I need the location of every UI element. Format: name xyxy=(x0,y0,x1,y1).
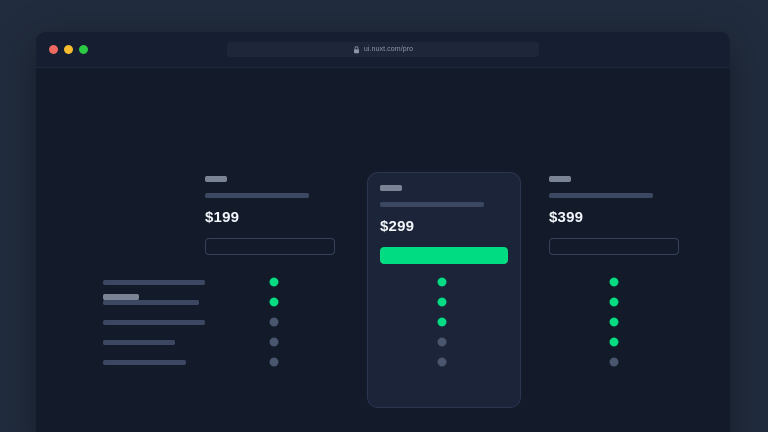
feature-label-placeholder xyxy=(103,300,199,305)
feature-excluded-icon xyxy=(437,337,447,347)
browser-window: ui.nuxt.com/pro $199 $299 xyxy=(36,32,730,432)
pricing-card-pro[interactable]: $299 xyxy=(367,172,521,408)
address-bar-url: ui.nuxt.com/pro xyxy=(363,46,414,53)
card-cta-button[interactable] xyxy=(380,247,508,264)
card-price: $299 xyxy=(380,218,415,235)
card-title-placeholder xyxy=(205,176,227,182)
feature-excluded-icon xyxy=(269,317,279,327)
pricing-card-enterprise[interactable]: $399 xyxy=(549,176,679,255)
minimize-button[interactable] xyxy=(64,45,73,54)
feature-included-icon xyxy=(609,317,619,327)
feature-comparison-table xyxy=(36,68,730,432)
address-bar[interactable]: ui.nuxt.com/pro xyxy=(227,42,539,57)
maximize-button[interactable] xyxy=(79,45,88,54)
feature-label-placeholder xyxy=(103,340,175,345)
card-description-placeholder xyxy=(205,193,309,198)
feature-section-heading-placeholder xyxy=(103,294,139,300)
card-title-placeholder xyxy=(549,176,571,182)
feature-included-icon xyxy=(437,317,447,327)
feature-included-icon xyxy=(609,277,619,287)
feature-excluded-icon xyxy=(609,357,619,367)
feature-included-icon xyxy=(609,337,619,347)
close-button[interactable] xyxy=(49,45,58,54)
card-cta-button[interactable] xyxy=(549,238,679,255)
feature-included-icon xyxy=(437,297,447,307)
feature-excluded-icon xyxy=(269,357,279,367)
pricing-card-standard[interactable]: $199 xyxy=(205,176,335,255)
card-description-placeholder xyxy=(549,193,653,198)
card-price: $399 xyxy=(549,209,584,226)
feature-label-placeholder xyxy=(103,280,205,285)
card-description-placeholder xyxy=(380,202,484,207)
feature-label-placeholder xyxy=(103,360,186,365)
feature-label-placeholder xyxy=(103,320,205,325)
feature-excluded-icon xyxy=(437,357,447,367)
feature-included-icon xyxy=(269,297,279,307)
window-controls xyxy=(49,45,88,54)
feature-excluded-icon xyxy=(269,337,279,347)
card-cta-button[interactable] xyxy=(205,238,335,255)
feature-included-icon xyxy=(437,277,447,287)
page-viewport: $199 $299 $399 xyxy=(36,68,730,432)
feature-included-icon xyxy=(609,297,619,307)
lock-icon xyxy=(353,45,360,54)
feature-included-icon xyxy=(269,277,279,287)
browser-titlebar: ui.nuxt.com/pro xyxy=(36,32,730,68)
card-title-placeholder xyxy=(380,185,402,191)
card-price: $199 xyxy=(205,209,240,226)
